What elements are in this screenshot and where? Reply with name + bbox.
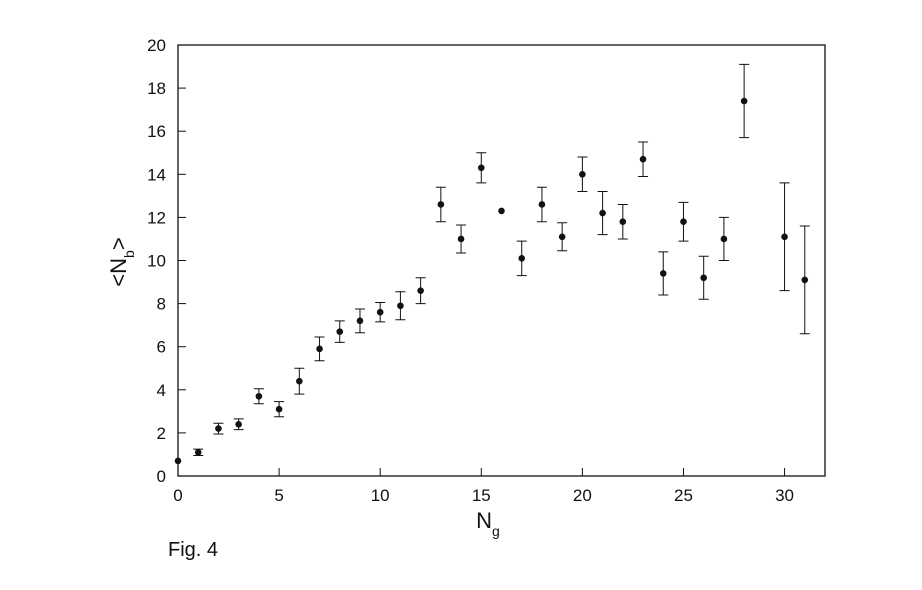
y-tick-label: 12: [147, 208, 166, 227]
x-label-main: N: [476, 508, 492, 533]
point: [376, 308, 384, 316]
y-tick-label: 0: [157, 467, 166, 486]
y-tick-label: 4: [157, 381, 166, 400]
point: [498, 207, 505, 215]
x-tick-label: 5: [274, 486, 283, 505]
x-tick-label: 10: [371, 486, 390, 505]
point: [599, 209, 606, 217]
point: [680, 218, 687, 226]
y-label-close: >: [106, 237, 131, 250]
point: [477, 164, 485, 172]
y-tick-label: 2: [157, 424, 166, 443]
x-tick-label: 15: [472, 486, 491, 505]
x-label-sub: g: [492, 523, 500, 539]
point: [296, 377, 303, 385]
y-axis-label: <Nb>: [106, 237, 137, 286]
y-label-sub: b: [121, 250, 137, 258]
point: [639, 155, 647, 163]
x-axis-label: Ng: [476, 508, 500, 539]
caption: Fig. 4: [168, 539, 218, 561]
point: [700, 274, 707, 282]
y-label-open: <N: [106, 258, 131, 287]
point: [720, 235, 728, 243]
y-tick-label: 20: [147, 36, 166, 55]
y-tick-label: 16: [147, 122, 166, 141]
x-tick-label: 0: [173, 486, 182, 505]
point: [275, 405, 283, 413]
point: [659, 270, 667, 277]
point: [801, 276, 809, 284]
point: [437, 201, 445, 208]
point: [538, 201, 546, 208]
y-tick-label: 10: [147, 252, 166, 271]
point: [336, 328, 344, 335]
y-tick-label: 14: [147, 165, 166, 184]
point: [417, 287, 424, 294]
point: [457, 235, 465, 243]
y-tick-label: 18: [147, 79, 166, 98]
point: [558, 233, 566, 241]
point: [215, 425, 222, 432]
point: [235, 420, 242, 428]
y-tick-label: 8: [157, 295, 166, 314]
point: [397, 302, 404, 310]
point: [356, 317, 364, 325]
point: [781, 233, 788, 241]
x-tick-label: 25: [674, 486, 693, 505]
point: [518, 255, 526, 262]
point: [579, 171, 586, 178]
point: [740, 97, 748, 105]
point: [619, 218, 627, 226]
x-tick-label: 30: [775, 486, 794, 505]
x-tick-label: 20: [573, 486, 592, 505]
point: [194, 448, 202, 456]
point: [316, 345, 323, 353]
point: [174, 457, 182, 465]
y-tick-label: 6: [157, 338, 166, 357]
point: [255, 392, 263, 400]
